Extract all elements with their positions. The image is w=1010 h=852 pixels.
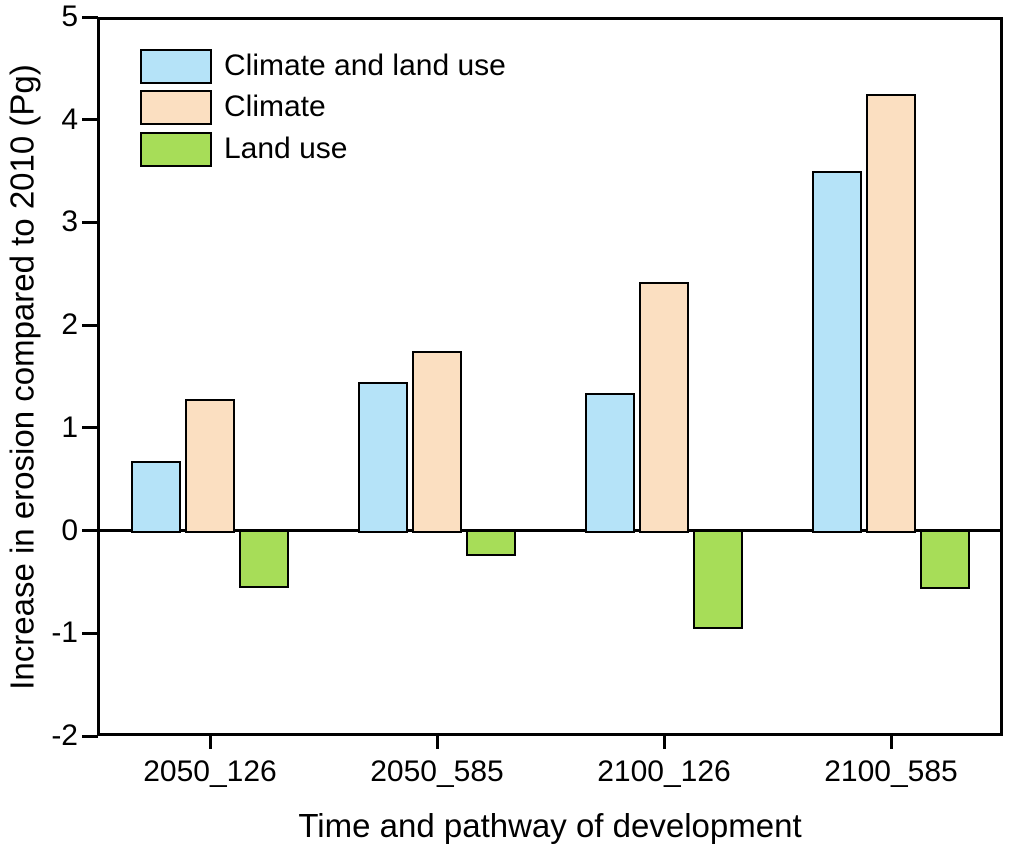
bar-climate-and-land-use-2100_585 [812, 171, 862, 533]
legend-swatch-climate-and-land-use [140, 49, 212, 84]
y-axis-tick-label-4: 4 [61, 102, 78, 136]
legend-label-climate: Climate [224, 90, 326, 123]
y-axis-tick--2 [82, 734, 98, 738]
y-axis-tick-3 [82, 220, 98, 224]
y-axis-tick-label-3: 3 [61, 205, 78, 239]
y-axis-tick-5 [82, 15, 98, 19]
x-axis-title: Time and pathway of development [298, 807, 802, 844]
y-axis-tick-label--1: -1 [51, 616, 78, 650]
bar-climate-2050_585 [412, 350, 462, 533]
bar-land-use-2100_126 [693, 529, 743, 630]
y-axis-tick-label-5: 5 [61, 0, 78, 33]
x-axis-tick-2050_585 [435, 736, 439, 749]
legend-label-climate-and-land-use: Climate and land use [224, 49, 506, 82]
bar-climate-2100_585 [866, 94, 916, 533]
y-axis-tick-2 [82, 323, 98, 327]
x-axis-tick-label-2050_126: 2050_126 [143, 755, 277, 788]
x-axis-tick-2050_126 [208, 736, 212, 749]
bar-climate-2050_126 [185, 399, 235, 533]
legend-swatch-climate [140, 90, 212, 125]
y-axis-tick-label-0: 0 [61, 513, 78, 547]
y-axis-tick-label-1: 1 [61, 410, 78, 444]
x-axis-tick-label-2050_585: 2050_585 [370, 755, 504, 788]
x-axis-tick-label-2100_126: 2100_126 [597, 755, 731, 788]
bar-climate-and-land-use-2050_126 [131, 460, 181, 533]
bar-climate-and-land-use-2100_126 [585, 392, 635, 533]
x-axis-tick-2100_585 [889, 736, 893, 749]
y-axis-tick--1 [82, 631, 98, 635]
bar-climate-2100_126 [639, 282, 689, 533]
zero-baseline [100, 529, 1000, 533]
y-axis-tick-4 [82, 118, 98, 122]
legend-swatch-land-use [140, 132, 212, 167]
y-axis-tick-label-2: 2 [61, 308, 78, 342]
bar-land-use-2050_126 [239, 529, 289, 589]
bar-climate-and-land-use-2050_585 [358, 381, 408, 533]
bar-land-use-2100_585 [920, 529, 970, 590]
legend-label-land-use: Land use [224, 132, 348, 165]
y-axis-tick-label--2: -2 [51, 719, 78, 752]
y-axis-tick-0 [82, 529, 98, 533]
y-axis-tick-1 [82, 426, 98, 430]
x-axis-tick-2100_126 [662, 736, 666, 749]
x-axis-tick-label-2100_585: 2100_585 [824, 755, 958, 788]
bar-land-use-2050_585 [466, 529, 516, 557]
